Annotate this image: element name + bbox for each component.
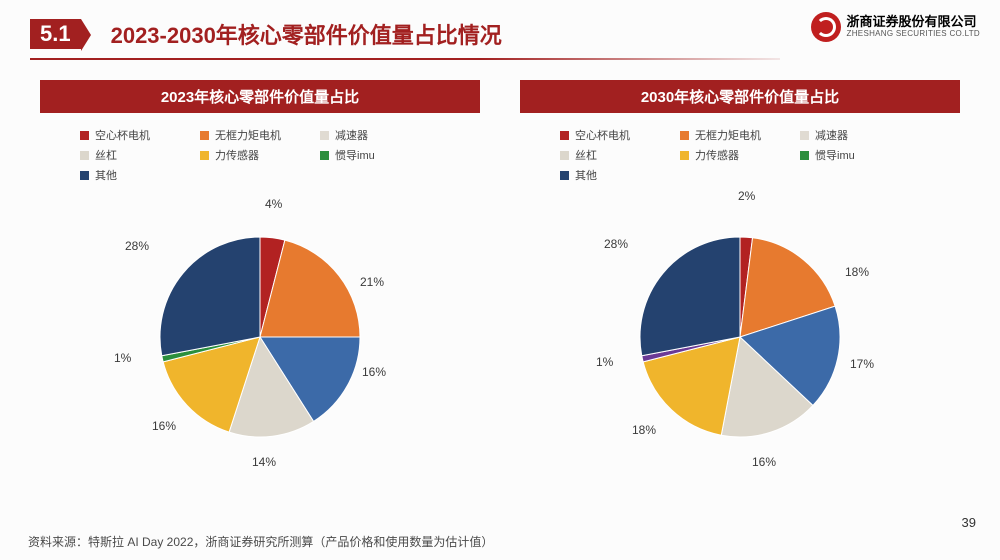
pie-slice-label: 2% [738, 189, 755, 203]
legend-swatch [800, 131, 809, 140]
legend-label: 丝杠 [95, 147, 117, 163]
legend-item: 力传感器 [680, 147, 800, 163]
legend-swatch [200, 131, 209, 140]
company-brand: 浙商证券股份有限公司 ZHESHANG SECURITIES CO.LTD [811, 12, 980, 42]
pie-slice-label: 17% [850, 357, 874, 371]
legend-swatch [680, 131, 689, 140]
legend-swatch [200, 151, 209, 160]
legend-label: 惯导imu [335, 147, 375, 163]
legend-item: 丝杠 [80, 147, 200, 163]
legend-swatch [800, 151, 809, 160]
charts-container: 2023年核心零部件价值量占比 空心杯电机 无框力矩电机 减速器丝杠 力传感器 惯导im… [0, 50, 1000, 487]
legend-label: 无框力矩电机 [215, 127, 281, 143]
pie-slice-label: 28% [125, 239, 149, 253]
pie-slice-label: 28% [604, 237, 628, 251]
legend-item: 空心杯电机 [560, 127, 680, 143]
legend-swatch [560, 131, 569, 140]
pie-slice-label: 21% [360, 275, 384, 289]
chart-2030-title: 2030年核心零部件价值量占比 [520, 80, 960, 113]
source-citation: 资料来源：特斯拉 AI Day 2022，浙商证券研究所测算（产品价格和使用数量… [28, 533, 493, 550]
legend-item: 无框力矩电机 [680, 127, 800, 143]
legend-swatch [320, 151, 329, 160]
legend-item: 丝杠 [560, 147, 680, 163]
legend-item: 无框力矩电机 [200, 127, 320, 143]
legend-swatch [560, 171, 569, 180]
legend-label: 减速器 [335, 127, 368, 143]
legend-item: 空心杯电机 [80, 127, 200, 143]
pie-slice-label: 1% [596, 355, 613, 369]
chart-2030-block: 2030年核心零部件价值量占比 空心杯电机 无框力矩电机 减速器丝杠 力传感器 惯导im… [520, 80, 960, 487]
title-underline [30, 58, 780, 60]
pie-slice-label: 18% [632, 423, 656, 437]
chart-2030-pie: 2% 18% 17% 16% 18% 1% 28% [520, 187, 960, 487]
slide-title: 2023-2030年核心零部件价值量占比情况 [111, 18, 502, 50]
legend-label: 其他 [575, 167, 597, 183]
section-number-badge: 5.1 [30, 19, 81, 49]
pie-slice-label: 16% [152, 419, 176, 433]
legend-label: 空心杯电机 [95, 127, 150, 143]
legend-label: 减速器 [815, 127, 848, 143]
legend-label: 无框力矩电机 [695, 127, 761, 143]
pie-slice-label: 16% [362, 365, 386, 379]
slide-header: 5.1 2023-2030年核心零部件价值量占比情况 浙商证券股份有限公司 ZH… [0, 0, 1000, 50]
legend-swatch [560, 151, 569, 160]
legend-swatch [320, 131, 329, 140]
legend-item: 惯导imu [800, 147, 920, 163]
legend-swatch [80, 131, 89, 140]
legend-label: 其他 [95, 167, 117, 183]
legend-label: 丝杠 [575, 147, 597, 163]
legend-label: 力传感器 [695, 147, 739, 163]
legend-item: 力传感器 [200, 147, 320, 163]
legend-item: 其他 [80, 167, 200, 183]
legend-label: 惯导imu [815, 147, 855, 163]
company-logo-icon [811, 12, 841, 42]
legend-item: 惯导imu [320, 147, 440, 163]
chart-2023-legend: 空心杯电机 无框力矩电机 减速器丝杠 力传感器 惯导imu 其他 [40, 113, 480, 187]
legend-label: 空心杯电机 [575, 127, 630, 143]
pie-slice-label: 1% [114, 351, 131, 365]
company-name-cn: 浙商证券股份有限公司 [847, 15, 980, 29]
chart-2030-legend: 空心杯电机 无框力矩电机 减速器丝杠 力传感器 惯导imu 其他 [520, 113, 960, 187]
chart-2023-title: 2023年核心零部件价值量占比 [40, 80, 480, 113]
legend-swatch [680, 151, 689, 160]
page-number: 39 [962, 515, 976, 530]
pie-slice [160, 237, 260, 356]
pie-slice-label: 16% [752, 455, 776, 469]
company-name-en: ZHESHANG SECURITIES CO.LTD [847, 30, 980, 39]
pie-slice-label: 4% [265, 197, 282, 211]
chart-2023-block: 2023年核心零部件价值量占比 空心杯电机 无框力矩电机 减速器丝杠 力传感器 惯导im… [40, 80, 480, 487]
pie-slice [640, 237, 740, 356]
legend-swatch [80, 151, 89, 160]
pie-slice-label: 14% [252, 455, 276, 469]
legend-swatch [80, 171, 89, 180]
legend-item: 减速器 [800, 127, 920, 143]
chart-2023-pie: 4% 21% 16% 14% 16% 1% 28% [40, 187, 480, 487]
pie-slice-label: 18% [845, 265, 869, 279]
legend-item: 减速器 [320, 127, 440, 143]
legend-item: 其他 [560, 167, 680, 183]
legend-label: 力传感器 [215, 147, 259, 163]
